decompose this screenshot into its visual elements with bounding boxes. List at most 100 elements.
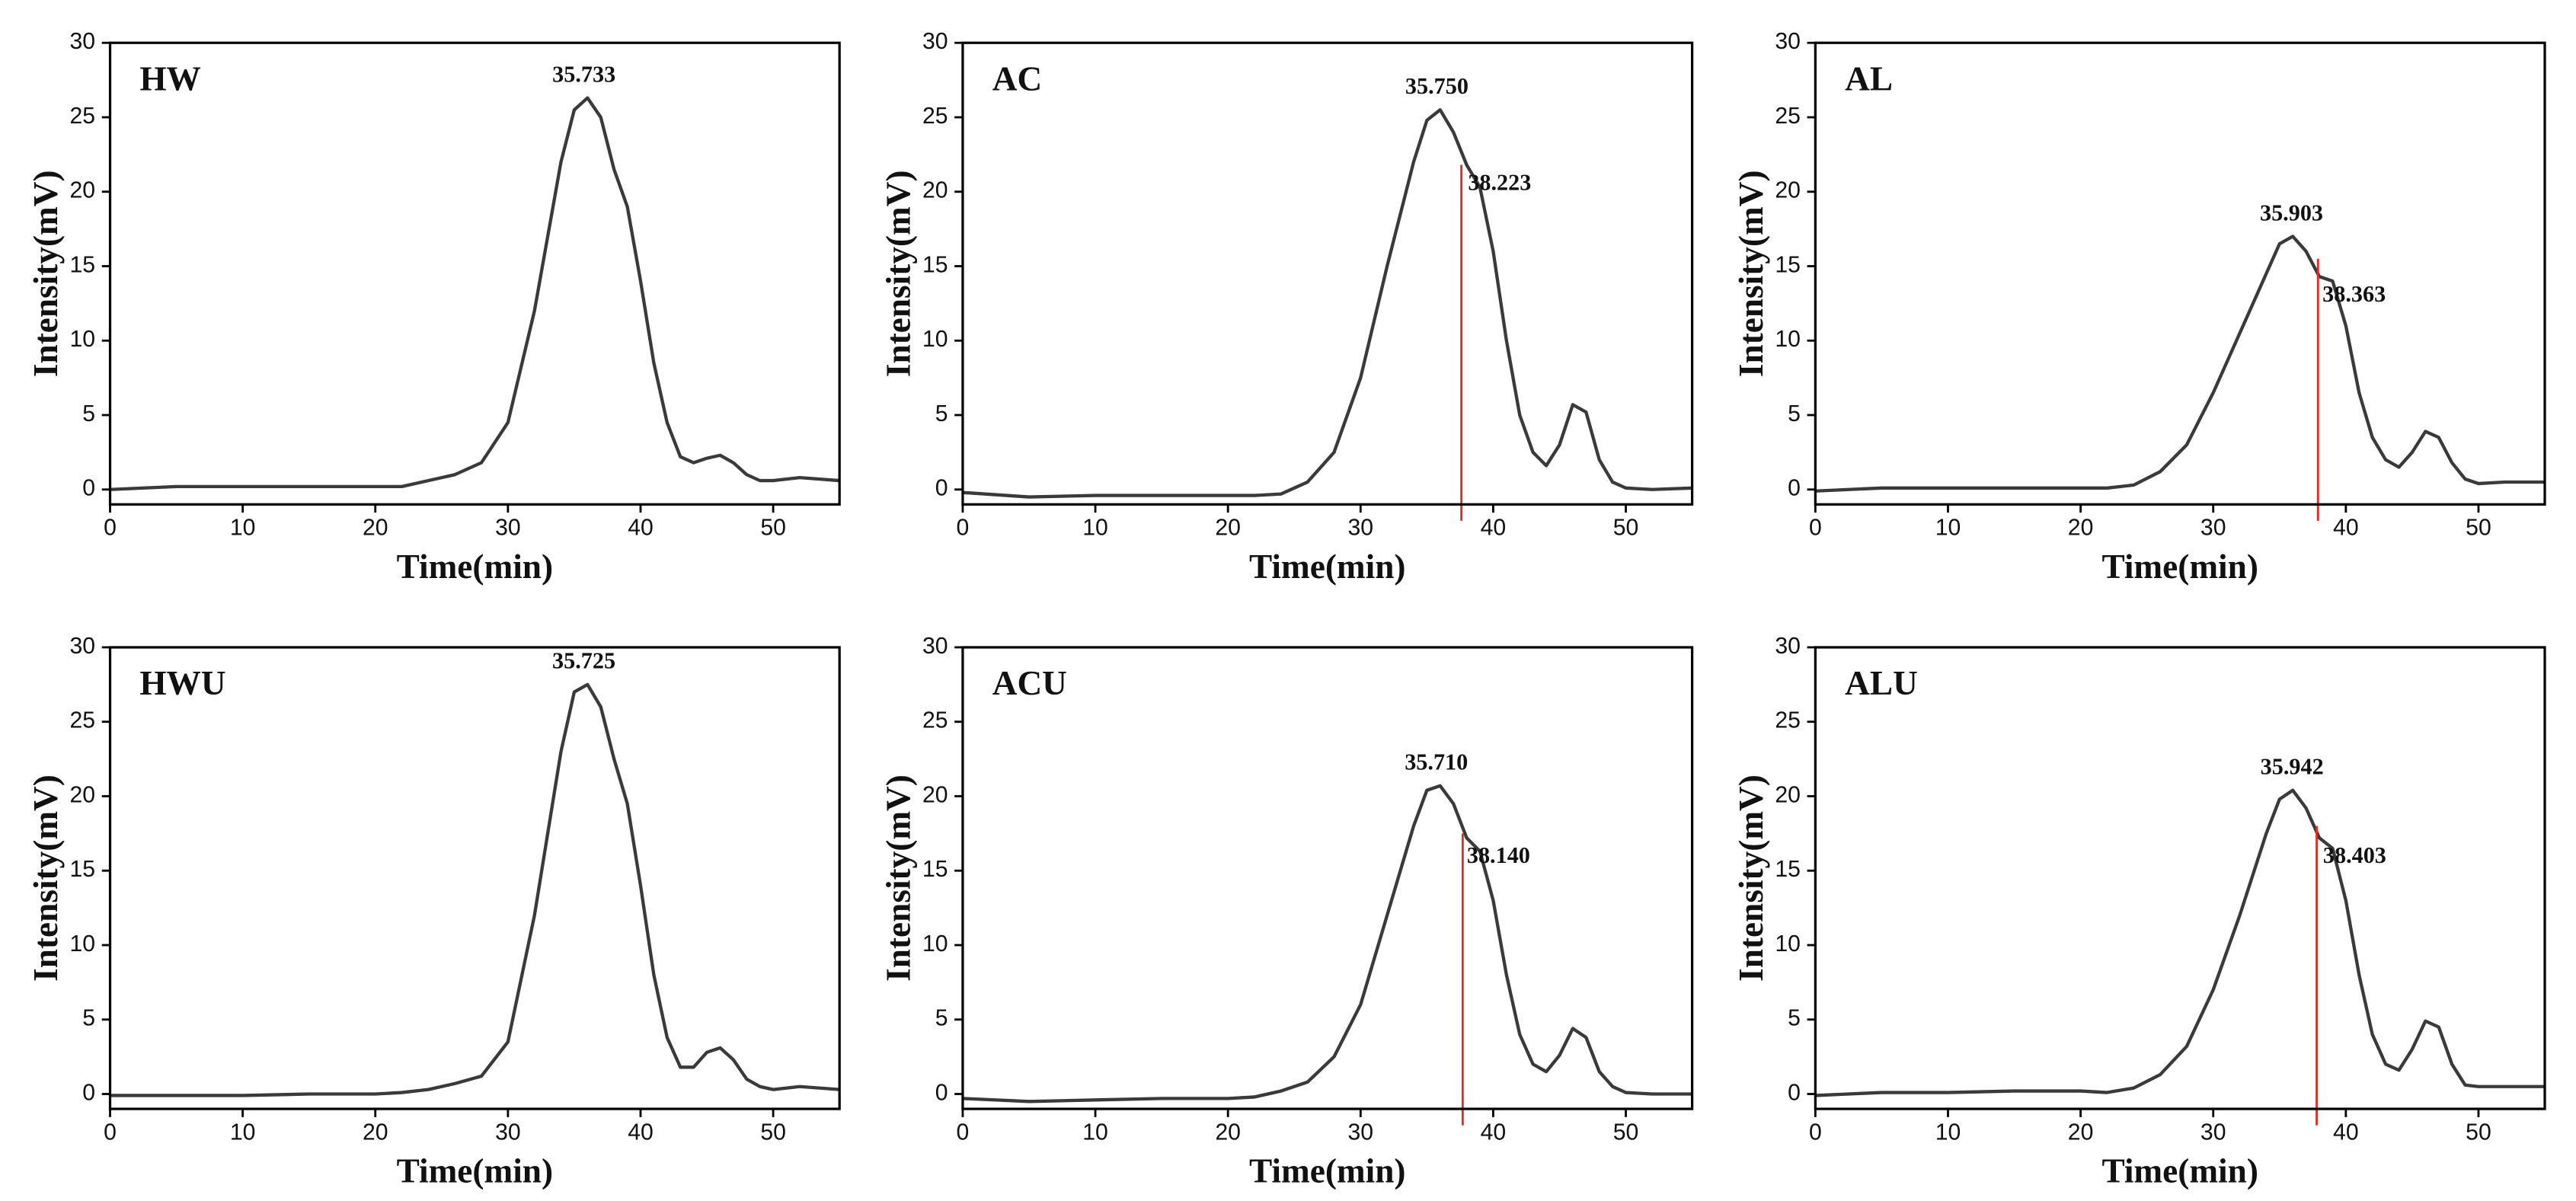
peak-label: 38.403 xyxy=(2323,842,2386,868)
x-tick-label: 30 xyxy=(1348,516,1374,541)
y-tick-label: 25 xyxy=(922,104,948,129)
y-tick-label: 5 xyxy=(1788,401,1801,426)
y-axis-label: Intensity(mV) xyxy=(880,170,918,377)
panel: 0 5 10 15 20 25 30 0 10 20 30 40 50 35.942 38.403 ALU Ti… xyxy=(1732,634,2546,1190)
x-axis-label: Time(min) xyxy=(1249,1152,1405,1190)
x-tick-label: 20 xyxy=(1215,1120,1241,1145)
x-tick-label: 10 xyxy=(230,516,256,541)
x-tick-label: 10 xyxy=(1082,1120,1108,1145)
series-line xyxy=(962,108,1692,499)
x-tick-label: 20 xyxy=(363,1120,388,1145)
series-line xyxy=(110,682,840,1097)
x-tick-label: 50 xyxy=(760,516,786,541)
y-tick-label: 5 xyxy=(82,401,95,426)
x-tick-label: 0 xyxy=(957,516,970,541)
y-tick-label: 25 xyxy=(922,708,948,733)
y-tick-label: 0 xyxy=(1788,476,1801,501)
panel-title: HW xyxy=(139,59,201,97)
y-tick-label: 30 xyxy=(70,634,96,659)
panel-title: AC xyxy=(992,59,1042,97)
y-tick-label: 30 xyxy=(70,29,96,54)
plot-frame xyxy=(961,41,1694,506)
y-tick-label: 10 xyxy=(70,931,96,957)
panel: 0 5 10 15 20 25 30 0 10 20 30 40 50 35.725 HWU Time(min… xyxy=(27,634,841,1190)
x-tick-label: 40 xyxy=(2333,1120,2359,1145)
y-tick-label: 15 xyxy=(1775,857,1801,882)
peak-label: 38.363 xyxy=(2322,281,2386,307)
y-tick-label: 25 xyxy=(70,708,96,733)
panel-title: ACU xyxy=(992,664,1067,702)
y-tick-label: 0 xyxy=(82,1080,95,1105)
x-tick-label: 0 xyxy=(1809,516,1822,541)
y-tick-label: 0 xyxy=(935,1080,948,1105)
peak-label: 35.725 xyxy=(552,648,615,674)
x-tick-label: 30 xyxy=(1348,1120,1374,1145)
plot-frame xyxy=(108,41,841,506)
y-tick-label: 20 xyxy=(70,178,96,203)
x-tick-label: 40 xyxy=(2333,516,2359,541)
y-tick-label: 15 xyxy=(922,252,948,277)
panel: 0 5 10 15 20 25 30 0 10 20 30 40 50 35.903 38.363 AL Tim… xyxy=(1732,29,2546,586)
x-tick-label: 40 xyxy=(1481,1120,1507,1145)
panel-title: ALU xyxy=(1845,664,1918,702)
y-tick-label: 15 xyxy=(922,857,948,882)
peak-label: 35.733 xyxy=(552,61,615,87)
x-tick-label: 20 xyxy=(2068,1120,2094,1145)
y-tick-label: 10 xyxy=(1775,931,1801,957)
y-axis-label: Intensity(mV) xyxy=(880,775,918,982)
peak-label: 38.140 xyxy=(1467,842,1530,868)
y-tick-label: 0 xyxy=(82,476,95,501)
x-tick-label: 30 xyxy=(2200,1120,2226,1145)
y-tick-label: 20 xyxy=(922,782,948,807)
peak-label: 35.942 xyxy=(2261,754,2324,780)
y-tick-label: 30 xyxy=(1775,29,1801,54)
plot-frame xyxy=(1814,646,2546,1110)
y-tick-label: 20 xyxy=(70,782,96,807)
y-tick-label: 30 xyxy=(922,634,948,659)
y-tick-label: 30 xyxy=(922,29,948,54)
peak-label: 35.750 xyxy=(1405,73,1469,99)
x-axis-label: Time(min) xyxy=(1249,548,1405,586)
y-tick-label: 0 xyxy=(1788,1080,1801,1105)
series-line xyxy=(962,784,1692,1104)
peak-label: 35.710 xyxy=(1405,749,1468,775)
y-tick-label: 25 xyxy=(70,104,96,129)
y-tick-label: 15 xyxy=(70,857,96,882)
series-line xyxy=(1815,788,2546,1097)
x-tick-label: 20 xyxy=(363,516,388,541)
x-tick-label: 40 xyxy=(628,1120,654,1145)
series-line xyxy=(1815,235,2546,493)
x-tick-label: 0 xyxy=(957,1120,970,1145)
y-tick-label: 0 xyxy=(935,476,948,501)
x-tick-label: 0 xyxy=(104,1120,117,1145)
panel-title: HWU xyxy=(139,664,225,702)
y-tick-label: 20 xyxy=(922,178,948,203)
panel: 0 5 10 15 20 25 30 0 10 20 30 40 50 35.750 38.223 AC Tim… xyxy=(880,29,1694,586)
x-tick-label: 10 xyxy=(1935,516,1961,541)
plot-frame xyxy=(1814,41,2546,506)
x-tick-label: 50 xyxy=(1613,1120,1639,1145)
x-axis-label: Time(min) xyxy=(2101,1152,2258,1190)
x-tick-label: 20 xyxy=(2068,516,2094,541)
y-tick-label: 15 xyxy=(1775,252,1801,277)
y-tick-label: 5 xyxy=(82,1006,95,1031)
y-tick-label: 20 xyxy=(1775,178,1801,203)
x-tick-label: 50 xyxy=(2466,516,2491,541)
x-tick-label: 20 xyxy=(1215,516,1241,541)
y-tick-label: 5 xyxy=(935,1006,948,1031)
y-tick-label: 10 xyxy=(922,327,948,352)
x-tick-label: 30 xyxy=(495,1120,521,1145)
x-tick-label: 40 xyxy=(628,516,654,541)
y-axis-label: Intensity(mV) xyxy=(27,170,65,377)
series-line xyxy=(110,96,840,491)
y-tick-label: 5 xyxy=(1788,1006,1801,1031)
x-tick-label: 0 xyxy=(104,516,117,541)
y-tick-label: 10 xyxy=(1775,327,1801,352)
y-tick-label: 15 xyxy=(70,252,96,277)
plot-frame xyxy=(961,646,1694,1110)
y-tick-label: 25 xyxy=(1775,104,1801,129)
y-tick-label: 25 xyxy=(1775,708,1801,733)
y-tick-label: 5 xyxy=(935,401,948,426)
panel: 0 5 10 15 20 25 30 0 10 20 30 40 50 35.710 38.140 ACU Ti… xyxy=(880,634,1694,1190)
